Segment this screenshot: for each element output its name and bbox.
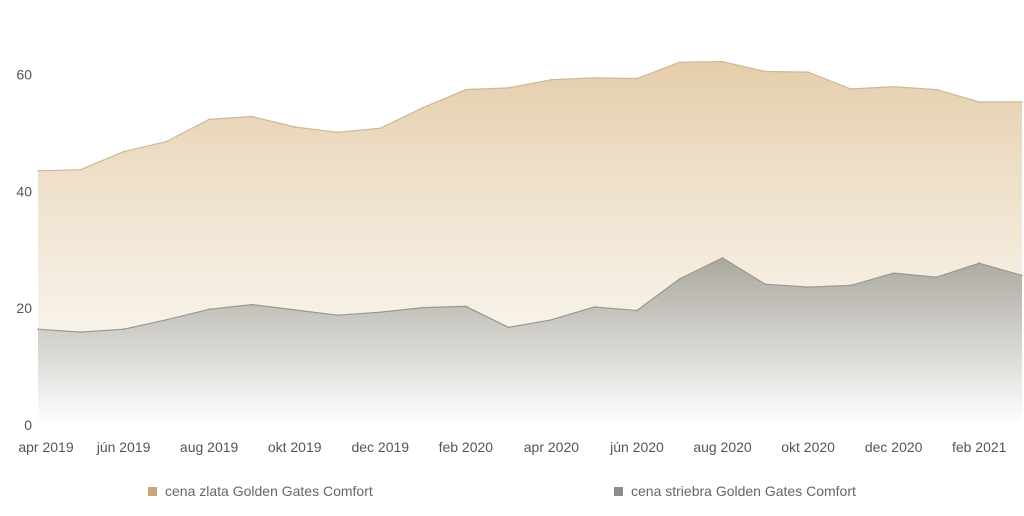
silver-area bbox=[38, 257, 1022, 425]
gold-point bbox=[849, 88, 852, 91]
silver-point bbox=[379, 311, 382, 314]
silver-point bbox=[593, 305, 596, 308]
x-tick-label: dec 2019 bbox=[351, 439, 409, 455]
silver-point bbox=[550, 318, 553, 321]
gold-point bbox=[422, 106, 425, 109]
gold-point bbox=[122, 150, 125, 153]
gold-line bbox=[37, 60, 1022, 172]
silver-point bbox=[208, 308, 211, 311]
x-tick-label: feb 2021 bbox=[952, 439, 1007, 455]
silver-point bbox=[807, 286, 810, 289]
y-tick-label: 20 bbox=[16, 300, 32, 316]
x-tick-label: okt 2019 bbox=[268, 439, 322, 455]
gold-point bbox=[165, 140, 168, 143]
silver-point bbox=[293, 308, 296, 311]
silver-point bbox=[892, 272, 895, 275]
gold-point bbox=[593, 76, 596, 79]
legend-label-silver: cena striebra Golden Gates Comfort bbox=[631, 483, 856, 499]
silver-line bbox=[37, 257, 1023, 333]
silver-swatch-icon bbox=[614, 486, 623, 496]
gold-point bbox=[79, 168, 82, 171]
x-tick-label: jún 2019 bbox=[96, 439, 151, 455]
silver-point bbox=[764, 283, 767, 286]
x-tick-label: feb 2020 bbox=[439, 439, 494, 455]
gold-point bbox=[892, 85, 895, 88]
silver-point bbox=[464, 305, 467, 308]
silver-point bbox=[849, 284, 852, 287]
silver-point bbox=[79, 331, 82, 334]
silver-point bbox=[250, 303, 253, 306]
y-tick-label: 0 bbox=[24, 417, 32, 433]
silver-point bbox=[165, 318, 168, 321]
gold-point bbox=[250, 115, 253, 118]
silver-point bbox=[978, 262, 981, 265]
gold-point bbox=[37, 169, 39, 172]
gold-point bbox=[1021, 100, 1023, 103]
y-tick-label: 60 bbox=[16, 66, 32, 82]
silver-point bbox=[678, 277, 681, 280]
gold-swatch-icon bbox=[148, 486, 157, 496]
gold-point bbox=[550, 78, 553, 81]
x-tick-label: dec 2020 bbox=[865, 439, 923, 455]
gold-point bbox=[978, 100, 981, 103]
gold-point bbox=[635, 77, 638, 80]
x-tick-label: aug 2020 bbox=[693, 439, 752, 455]
gold-point bbox=[379, 127, 382, 130]
gold-point bbox=[807, 71, 810, 74]
x-tick-label: aug 2019 bbox=[180, 439, 239, 455]
silver-point bbox=[1021, 274, 1023, 277]
legend-item-gold[interactable]: cena zlata Golden Gates Comfort bbox=[148, 480, 373, 502]
silver-point bbox=[37, 328, 39, 331]
x-tick-label: apr 2019 bbox=[18, 439, 73, 455]
gold-point bbox=[935, 88, 938, 91]
silver-point bbox=[635, 309, 638, 312]
silver-point bbox=[721, 256, 724, 259]
x-tick-label: okt 2020 bbox=[781, 439, 835, 455]
silver-point bbox=[422, 306, 425, 309]
silver-point bbox=[935, 276, 938, 279]
legend-item-silver[interactable]: cena striebra Golden Gates Comfort bbox=[614, 480, 856, 502]
gold-point bbox=[208, 118, 211, 121]
legend-label-gold: cena zlata Golden Gates Comfort bbox=[165, 483, 373, 499]
gold-point bbox=[507, 86, 510, 89]
x-tick-label: apr 2020 bbox=[524, 439, 579, 455]
silver-point bbox=[336, 314, 339, 317]
gold-point bbox=[764, 70, 767, 73]
gold-point bbox=[464, 88, 467, 91]
gold-point bbox=[721, 60, 724, 63]
x-tick-label: jún 2020 bbox=[609, 439, 664, 455]
gold-point bbox=[336, 131, 339, 134]
silver-point bbox=[122, 328, 125, 331]
gold-point bbox=[293, 126, 296, 129]
silver-point bbox=[507, 326, 510, 329]
gold-point bbox=[678, 61, 681, 64]
y-tick-label: 40 bbox=[16, 183, 32, 199]
